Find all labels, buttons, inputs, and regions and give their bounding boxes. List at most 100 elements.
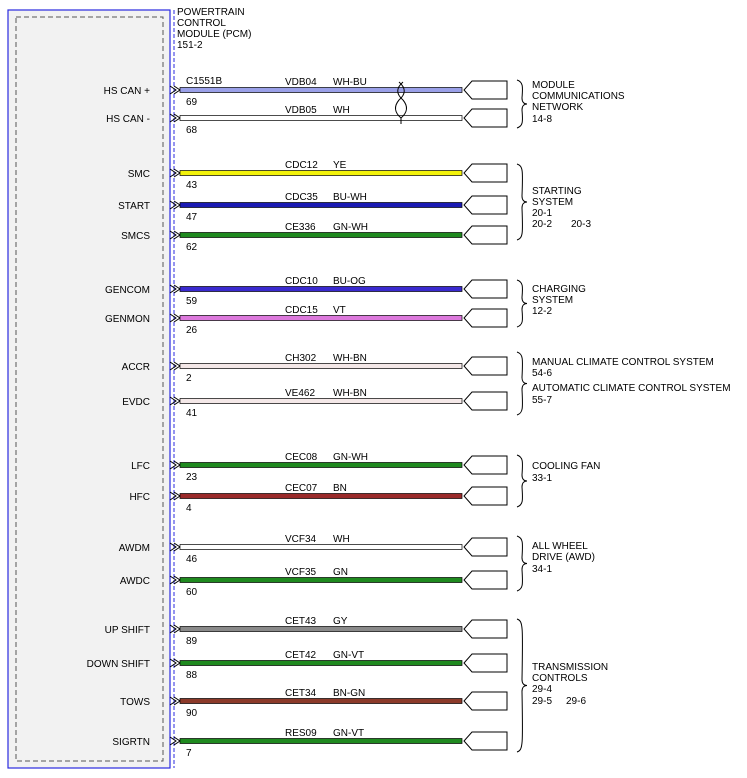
circuit-row: GENMON 26 CDC15 VT [105,305,508,336]
pin-arrow-icon [173,658,181,668]
wire [179,577,463,583]
circuit-id: CEC07 [285,483,318,494]
wire [179,544,463,550]
destination-text: CONTROLS [532,673,588,684]
wire-color-code: BN-GN [333,688,365,699]
connector-icon [463,486,508,506]
destination-text: MANUAL CLIMATE CONTROL SYSTEM [532,357,714,368]
destination-awd: ALL WHEEL DRIVE (AWD) 34-1 [532,541,595,575]
pin-number: 23 [186,472,198,483]
wire-color-code: GN-WH [333,222,368,233]
destination-ref: 20-3 [571,219,591,230]
wire-color-code: WH [333,105,350,116]
circuit-row: TOWS 90 CET34 BN-GN [120,688,508,719]
wire-color-code: WH [333,534,350,545]
connector-icon [463,80,508,100]
connector-icon [463,619,508,639]
destination-text: COMMUNICATIONS [532,91,625,102]
connector-icon [463,279,508,299]
pin-arrow-icon [169,396,177,406]
pin-arrow-icon [169,460,177,470]
pin-number: 68 [186,125,198,136]
destination-text: SYSTEM [532,197,573,208]
pin-arrow-icon [169,168,177,178]
pin-function-label: SMCS [121,231,150,242]
destination-text: AUTOMATIC CLIMATE CONTROL SYSTEM [532,383,731,394]
circuit-id: VE462 [285,388,315,399]
pin-function-label: LFC [131,461,150,472]
pcm-title-line: MODULE (PCM) [177,29,252,40]
pin-function-label: HS CAN - [106,114,150,125]
connector-icon [463,195,508,215]
pin-number: 7 [186,748,192,759]
pin-arrow-icon [173,736,181,746]
pin-arrow-icon [173,168,181,178]
pcm-title: POWERTRAIN CONTROL MODULE (PCM) 151-2 [177,7,251,51]
wire-color-code: VT [333,305,346,316]
bracket [516,535,528,592]
connector-icon [463,455,508,475]
pcm-title-line: CONTROL [177,18,226,29]
circuit-row: LFC 23 CEC08 GN-WH [131,452,508,483]
connector-icon [463,653,508,673]
destination-brackets [516,79,528,753]
circuit-id: VCF35 [285,567,317,578]
destination-manual-climate: MANUAL CLIMATE CONTROL SYSTEM 54-6 [532,357,714,379]
pcm-title-line: 151-2 [177,40,203,51]
destination-text: ALL WHEEL [532,541,588,552]
circuit-row: HFC 4 CEC07 BN [129,483,508,514]
pin-arrow-icon [173,542,181,552]
wire-color-code: GN-VT [333,728,364,739]
connector-icon [463,308,508,328]
destination-charging-system: CHARGING SYSTEM 12-2 [532,284,586,317]
pin-arrow-icon [169,361,177,371]
pin-arrow-icon [169,658,177,668]
pin-number: 60 [186,587,198,598]
pin-arrow-icon [173,313,181,323]
circuit-id: VDB05 [285,105,317,116]
wire [179,698,463,704]
pin-arrow-icon [169,284,177,294]
circuit-id: CDC12 [285,160,318,171]
pin-number: 2 [186,373,192,384]
wire [179,315,463,321]
wire-color-code: GY [333,616,348,627]
pin-arrow-icon [169,85,177,95]
wire [179,232,463,238]
pin-arrow-icon [169,491,177,501]
pin-arrow-icon [169,624,177,634]
pin-arrow-icon [173,284,181,294]
circuit-row: SMCS 62 CE336 GN-WH [121,222,508,253]
pin-arrow-icon [169,313,177,323]
pcm-inner-dashed-box [15,16,164,762]
wire-color-code: GN-VT [333,650,364,661]
destination-automatic-climate: AUTOMATIC CLIMATE CONTROL SYSTEM 55-7 [532,383,731,406]
pin-arrow-icon [169,736,177,746]
pin-number: 89 [186,636,198,647]
destination-text: CHARGING [532,284,586,295]
wire [179,363,463,369]
circuit-wires: HS CAN + 69 VDB04 WH-BU HS CAN - 68 VDB05 WH SMC… [87,77,508,759]
destination-module-communications: MODULE COMMUNICATIONS NETWORK 14-8 [532,80,625,125]
wire-color-code: WH-BU [333,77,367,88]
pin-function-label: EVDC [122,397,150,408]
pin-arrow-icon [169,200,177,210]
bracket [516,163,528,241]
circuit-id: CET42 [285,650,317,661]
pin-arrow-icon [173,200,181,210]
pin-number: 41 [186,408,198,419]
circuit-row: HS CAN - 68 VDB05 WH [106,105,508,136]
pin-function-label: DOWN SHIFT [87,659,150,670]
wire [179,170,463,176]
circuit-id: RES09 [285,728,317,739]
pin-number: 4 [186,503,192,514]
circuit-id: CET34 [285,688,317,699]
pin-function-label: TOWS [120,697,150,708]
connector-id: C1551B [186,76,222,87]
pin-arrow-icon [173,575,181,585]
connector-icon [463,163,508,183]
wire-color-code: WH-BN [333,388,367,399]
pin-function-label: GENMON [105,314,150,325]
wire [179,115,463,121]
pin-number: 90 [186,708,198,719]
